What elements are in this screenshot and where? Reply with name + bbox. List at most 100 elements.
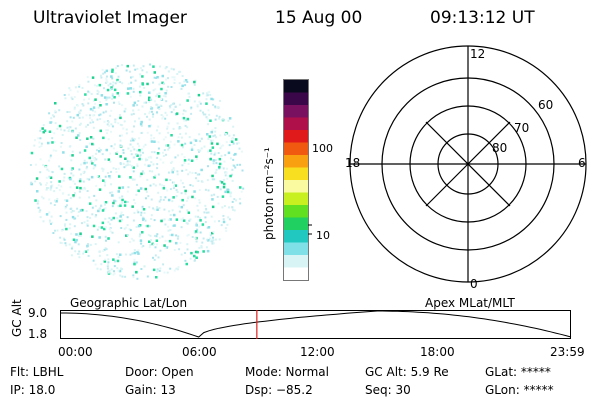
uv-pixel xyxy=(105,248,108,251)
uv-pixel xyxy=(175,234,178,237)
uv-pixel xyxy=(213,134,216,137)
uv-pixel xyxy=(36,190,39,193)
uv-pixel xyxy=(150,161,153,164)
uv-pixel xyxy=(94,205,97,208)
uv-pixel xyxy=(216,142,219,146)
uv-pixel xyxy=(75,238,78,242)
uv-pixel xyxy=(194,250,198,254)
uv-pixel xyxy=(153,151,156,154)
uv-pixel xyxy=(86,177,89,180)
uv-pixel xyxy=(132,166,135,169)
uv-pixel xyxy=(126,64,129,68)
uv-pixel xyxy=(30,182,33,186)
uv-pixel xyxy=(177,136,180,139)
uv-pixel xyxy=(92,259,95,262)
mlt-label-12: 12 xyxy=(470,47,486,61)
uv-pixel xyxy=(114,72,117,75)
uv-pixel xyxy=(170,104,173,106)
uv-pixel xyxy=(193,190,196,193)
uv-pixel xyxy=(53,204,56,206)
uv-pixel xyxy=(177,140,180,143)
uv-pixel xyxy=(198,225,201,228)
uv-pixel xyxy=(120,227,123,229)
uv-pixel xyxy=(154,254,157,257)
uv-pixel xyxy=(105,77,108,80)
uv-pixel xyxy=(120,211,123,214)
uv-pixel xyxy=(126,216,129,219)
uv-pixel xyxy=(39,182,41,185)
uv-pixel xyxy=(199,109,202,112)
uv-pixel xyxy=(103,181,106,184)
uv-pixel xyxy=(70,211,73,214)
uv-pixel xyxy=(67,193,70,196)
uv-pixel xyxy=(210,215,213,218)
uv-pixel xyxy=(156,233,159,236)
uv-pixel xyxy=(155,235,158,238)
uv-pixel xyxy=(121,82,124,85)
lat-label-70: 70 xyxy=(514,121,530,135)
uv-pixel xyxy=(147,195,150,198)
uv-pixel xyxy=(86,224,89,227)
colorbar-segment xyxy=(284,192,308,206)
uv-pixel xyxy=(104,217,107,220)
uv-pixel xyxy=(133,138,136,141)
uv-pixel xyxy=(98,101,101,103)
uv-pixel xyxy=(61,242,64,245)
uv-pixel xyxy=(48,159,51,162)
uv-pixel xyxy=(70,159,73,162)
uv-pixel xyxy=(64,199,67,201)
uv-pixel xyxy=(102,72,105,75)
uv-pixel xyxy=(48,175,51,178)
uv-pixel xyxy=(76,207,79,210)
uv-pixel xyxy=(142,65,145,68)
uv-pixel xyxy=(188,136,191,139)
uv-pixel xyxy=(65,211,68,214)
uv-pixel xyxy=(201,180,204,183)
uv-pixel xyxy=(78,116,81,119)
y-tick-1-8: 1.8 xyxy=(28,327,48,341)
uv-pixel xyxy=(196,179,199,182)
uv-pixel xyxy=(104,184,106,187)
uv-pixel xyxy=(104,235,107,238)
uv-pixel xyxy=(72,238,76,241)
uv-pixel xyxy=(160,87,163,91)
uv-pixel xyxy=(88,202,92,205)
uv-pixel xyxy=(106,254,109,257)
timeline-frame xyxy=(60,310,571,339)
uv-pixel xyxy=(163,218,166,221)
uv-pixel xyxy=(149,184,152,187)
uv-pixel xyxy=(129,149,132,152)
uv-pixel xyxy=(118,94,120,97)
uv-pixel xyxy=(138,157,141,161)
uv-pixel xyxy=(181,169,184,172)
uv-pixel xyxy=(106,120,109,122)
uv-pixel xyxy=(184,79,188,82)
uv-pixel xyxy=(204,216,207,219)
uv-pixel xyxy=(213,153,216,156)
uv-pixel xyxy=(205,116,208,119)
uv-pixel xyxy=(48,130,52,133)
uv-pixel xyxy=(144,113,147,116)
uv-pixel xyxy=(214,159,217,162)
uv-pixel xyxy=(174,156,177,159)
uv-pixel xyxy=(91,206,94,209)
uv-pixel xyxy=(211,198,214,201)
uv-pixel xyxy=(149,244,152,246)
uv-pixel xyxy=(238,197,241,200)
uv-pixel xyxy=(107,172,109,174)
uv-pixel xyxy=(149,98,152,101)
uv-pixel xyxy=(219,134,222,137)
uv-pixel xyxy=(178,210,181,213)
uv-pixel xyxy=(168,105,171,108)
uv-pixel xyxy=(113,101,115,104)
uv-pixel xyxy=(139,73,142,76)
uv-pixel xyxy=(148,164,151,167)
uv-pixel xyxy=(152,81,154,84)
uv-pixel xyxy=(142,245,145,247)
uv-pixel xyxy=(175,218,179,221)
uv-pixel xyxy=(50,117,53,120)
uv-pixel xyxy=(69,186,72,189)
uv-pixel xyxy=(102,250,105,252)
uv-pixel xyxy=(70,168,73,171)
uv-pixel xyxy=(224,171,226,174)
